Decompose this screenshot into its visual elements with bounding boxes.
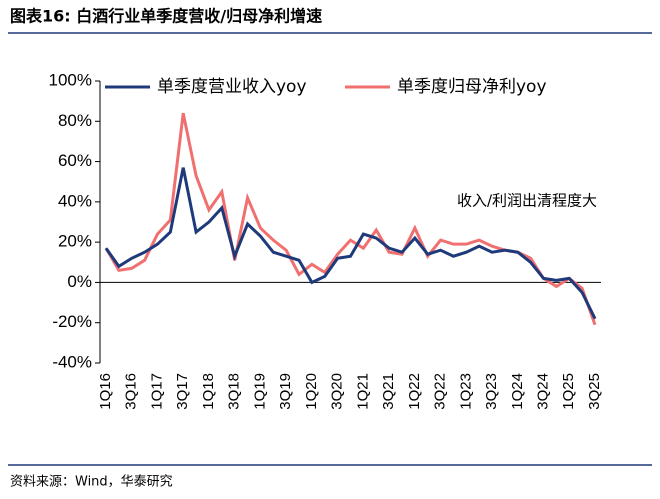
legend-label: 单季度归母净利yoy — [397, 77, 547, 97]
x-tick-label: 1Q25 — [560, 373, 577, 410]
x-tick-label: 3Q22 — [432, 373, 449, 410]
y-tick-label: 100% — [49, 70, 92, 89]
x-tick-label: 1Q20 — [303, 373, 320, 410]
x-tick-label: 3Q21 — [380, 373, 397, 410]
y-tick-label: 0% — [67, 272, 92, 291]
y-tick-label: 20% — [58, 232, 92, 251]
y-tick-label: -40% — [52, 352, 92, 371]
annotation: 收入/利润出清程度大 — [457, 192, 597, 210]
y-tick-label: 40% — [58, 191, 92, 210]
x-tick-label: 3Q20 — [329, 373, 346, 410]
x-tick-label: 3Q23 — [483, 373, 500, 410]
y-tick-label: 80% — [58, 111, 92, 130]
x-tick-label: 1Q18 — [200, 373, 217, 410]
x-tick-label: 1Q16 — [97, 373, 114, 410]
x-tick-label: 3Q17 — [174, 373, 191, 410]
y-tick-label: 60% — [58, 151, 92, 170]
x-tick-label: 1Q21 — [354, 373, 371, 410]
series-line — [104, 112, 597, 326]
x-tick-label: 3Q16 — [123, 373, 140, 410]
x-tick-label: 1Q24 — [509, 373, 526, 410]
x-tick-label: 1Q17 — [148, 373, 165, 410]
source: 资料来源：Wind，华泰研究 — [10, 475, 173, 490]
chart-title: 图表16: 白酒行业单季度营收/归母净利增速 — [10, 7, 322, 26]
x-tick-label: 1Q23 — [457, 373, 474, 410]
legend-label: 单季度营业收入yoy — [157, 77, 307, 97]
x-tick-label: 3Q24 — [534, 373, 551, 410]
x-tick-label: 1Q22 — [406, 373, 423, 410]
series-line — [104, 167, 597, 320]
x-tick-label: 3Q19 — [277, 373, 294, 410]
x-tick-label: 3Q18 — [226, 373, 243, 410]
x-tick-label: 3Q25 — [586, 373, 603, 410]
y-tick-label: -20% — [52, 312, 92, 331]
x-tick-label: 1Q19 — [251, 373, 268, 410]
